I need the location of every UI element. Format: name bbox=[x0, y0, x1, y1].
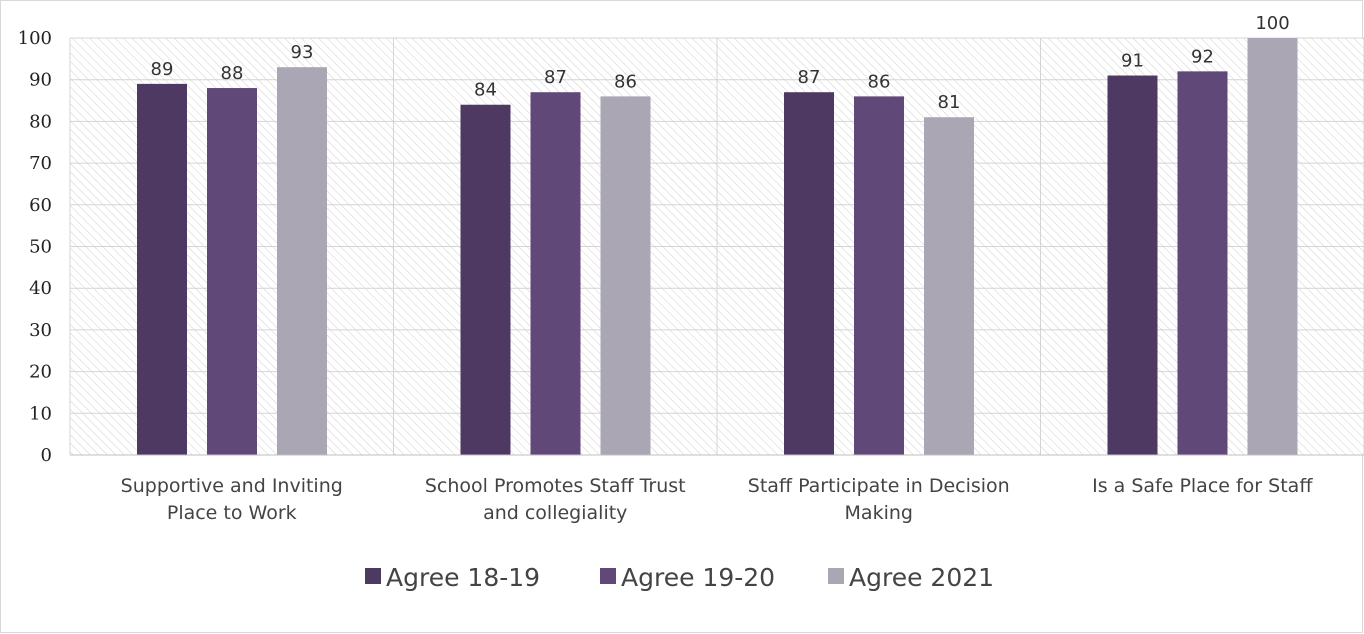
bars bbox=[137, 38, 1298, 456]
x-category-label: Supportive and Inviting bbox=[121, 475, 343, 497]
x-category-label: Staff Participate in Decision bbox=[748, 475, 1010, 497]
y-tick-label: 40 bbox=[29, 278, 52, 299]
data-labels: 89 88 93 84 87 86 87 86 81 91 92 100 bbox=[151, 13, 1290, 113]
y-tick-label: 10 bbox=[29, 403, 52, 424]
axes: 0 10 20 30 40 50 60 70 80 90 100 Supportive and Inv… bbox=[18, 28, 1364, 524]
legend-label: Agree 18-19 bbox=[386, 563, 540, 592]
x-category-label: Place to Work bbox=[167, 502, 297, 524]
data-label: 86 bbox=[868, 71, 891, 92]
bar bbox=[1107, 75, 1158, 455]
bar bbox=[137, 83, 187, 456]
x-category-label: Is a Safe Place for Staff bbox=[1092, 475, 1313, 497]
data-label: 88 bbox=[221, 63, 244, 84]
y-tick-label: 20 bbox=[29, 362, 52, 383]
y-tick-label: 80 bbox=[29, 111, 52, 132]
data-label: 89 bbox=[151, 59, 174, 80]
y-tick-label: 50 bbox=[29, 237, 52, 258]
legend: Agree 18-19 Agree 19-20 Agree 2021 bbox=[365, 563, 994, 592]
y-tick-label: 30 bbox=[29, 320, 52, 341]
legend-label: Agree 19-20 bbox=[621, 563, 775, 592]
data-label: 91 bbox=[1121, 51, 1144, 72]
y-tick-label: 60 bbox=[29, 195, 52, 216]
data-label: 87 bbox=[544, 67, 567, 88]
data-label: 86 bbox=[614, 71, 637, 92]
data-label: 92 bbox=[1191, 46, 1214, 67]
bar bbox=[530, 92, 581, 456]
bar bbox=[460, 104, 511, 455]
data-label: 93 bbox=[291, 42, 314, 63]
data-label: 84 bbox=[474, 80, 497, 101]
data-label: 87 bbox=[798, 67, 821, 88]
data-label: 81 bbox=[938, 92, 961, 113]
y-tick-label: 90 bbox=[29, 70, 52, 91]
bar bbox=[1247, 38, 1298, 455]
y-tick-label: 70 bbox=[29, 153, 52, 174]
y-tick-label: 100 bbox=[18, 28, 52, 49]
bar bbox=[1177, 71, 1228, 456]
legend-label: Agree 2021 bbox=[849, 563, 994, 592]
bar bbox=[207, 88, 257, 455]
bar bbox=[277, 67, 327, 455]
x-category-label: School Promotes Staff Trust bbox=[425, 475, 686, 497]
bar bbox=[600, 96, 651, 455]
legend-swatch bbox=[365, 568, 381, 584]
x-category-label: Making bbox=[845, 502, 913, 524]
bar bbox=[784, 92, 834, 456]
bar bbox=[924, 117, 974, 455]
legend-swatch bbox=[600, 568, 616, 584]
bar bbox=[854, 96, 904, 455]
data-label: 100 bbox=[1255, 13, 1289, 34]
x-category-label: and collegiality bbox=[483, 502, 627, 524]
y-tick-label: 0 bbox=[41, 445, 52, 466]
legend-swatch bbox=[828, 568, 844, 584]
